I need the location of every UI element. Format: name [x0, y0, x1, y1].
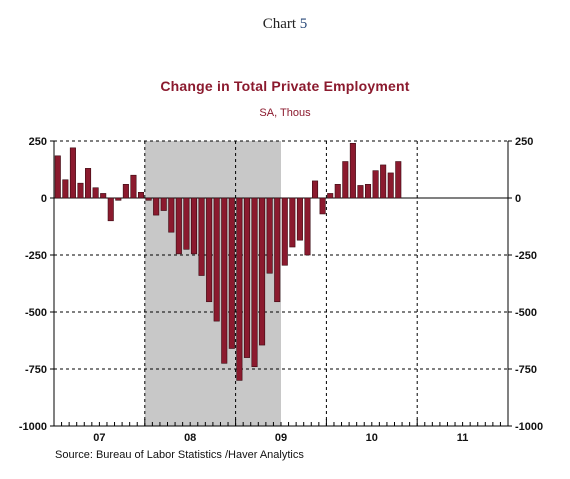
bar [289, 197, 296, 248]
y-tick-label-right: 0 [515, 193, 521, 205]
bar [137, 192, 145, 199]
bar [54, 155, 61, 199]
x-tick-label: 10 [366, 432, 378, 444]
y-tick-label-right: -250 [515, 250, 537, 262]
bars-layer [54, 142, 402, 381]
bar [190, 197, 198, 255]
recession-shading-layer [144, 141, 281, 426]
y-tick-label-left: -500 [25, 307, 47, 319]
bar [62, 179, 69, 199]
bar [334, 184, 341, 199]
bar [304, 197, 311, 256]
bar [92, 187, 99, 199]
chart-title: Change in Total Private Employment [160, 78, 410, 94]
bar [251, 197, 258, 368]
bar [364, 184, 372, 199]
source-note: Source: Bureau of Labor Statistics /Have… [55, 449, 304, 461]
bar [274, 197, 281, 303]
bar [107, 197, 114, 222]
bar [160, 197, 167, 211]
bar [168, 197, 175, 233]
bar [266, 197, 273, 274]
bar [122, 184, 129, 199]
bar [115, 197, 122, 201]
bar [130, 174, 137, 199]
bar [198, 197, 205, 276]
bar [213, 197, 220, 322]
bar [349, 142, 356, 199]
bar [153, 197, 160, 216]
x-tick-label: 09 [275, 432, 287, 444]
bar [77, 182, 84, 199]
y-tick-label-left: 250 [29, 136, 47, 148]
recession-shade [144, 141, 281, 426]
bar [281, 197, 288, 266]
bar [175, 197, 182, 255]
y-tick-label-right: -750 [515, 364, 537, 376]
x-tick-label: 08 [184, 432, 196, 444]
y-tick-label-right: 250 [515, 136, 533, 148]
y-tick-label-right: -1000 [515, 421, 543, 433]
bar [236, 197, 243, 381]
axes-layer [50, 140, 512, 427]
y-tick-label-left: -750 [25, 364, 47, 376]
bar [145, 197, 152, 201]
y-tick-label-left: -250 [25, 250, 47, 262]
y-tick-label-right: -500 [515, 307, 537, 319]
x-tick-label: 11 [457, 432, 469, 444]
bar [243, 197, 250, 358]
bar [387, 172, 394, 199]
bar [221, 197, 228, 364]
x-tick-label: 07 [93, 432, 105, 444]
bar [296, 197, 303, 241]
bar [319, 197, 326, 215]
gridline-layer [54, 140, 508, 426]
bar [380, 164, 387, 199]
chart-prefix: Chart [262, 16, 297, 32]
bar [312, 180, 319, 199]
bar [206, 197, 213, 303]
bar [395, 161, 402, 199]
chart-number: 5 [299, 16, 308, 32]
bar [85, 168, 92, 199]
bar [69, 147, 76, 199]
bar [327, 193, 334, 199]
chart-number-label: Chart 5 [0, 16, 570, 33]
bar [228, 197, 235, 349]
bar [100, 193, 107, 199]
tick-label-layer: 250 250 0 0 -250 -250 -500 -500 -750 -750 -1000 -10… [19, 136, 543, 444]
bar [183, 197, 190, 250]
bar [342, 161, 349, 199]
bar [357, 185, 364, 199]
y-tick-label-left: -1000 [19, 421, 47, 433]
y-tick-label-left: 0 [41, 193, 47, 205]
bar [372, 170, 379, 199]
chart-subtitle: SA, Thous [259, 107, 311, 119]
bar [259, 197, 266, 346]
